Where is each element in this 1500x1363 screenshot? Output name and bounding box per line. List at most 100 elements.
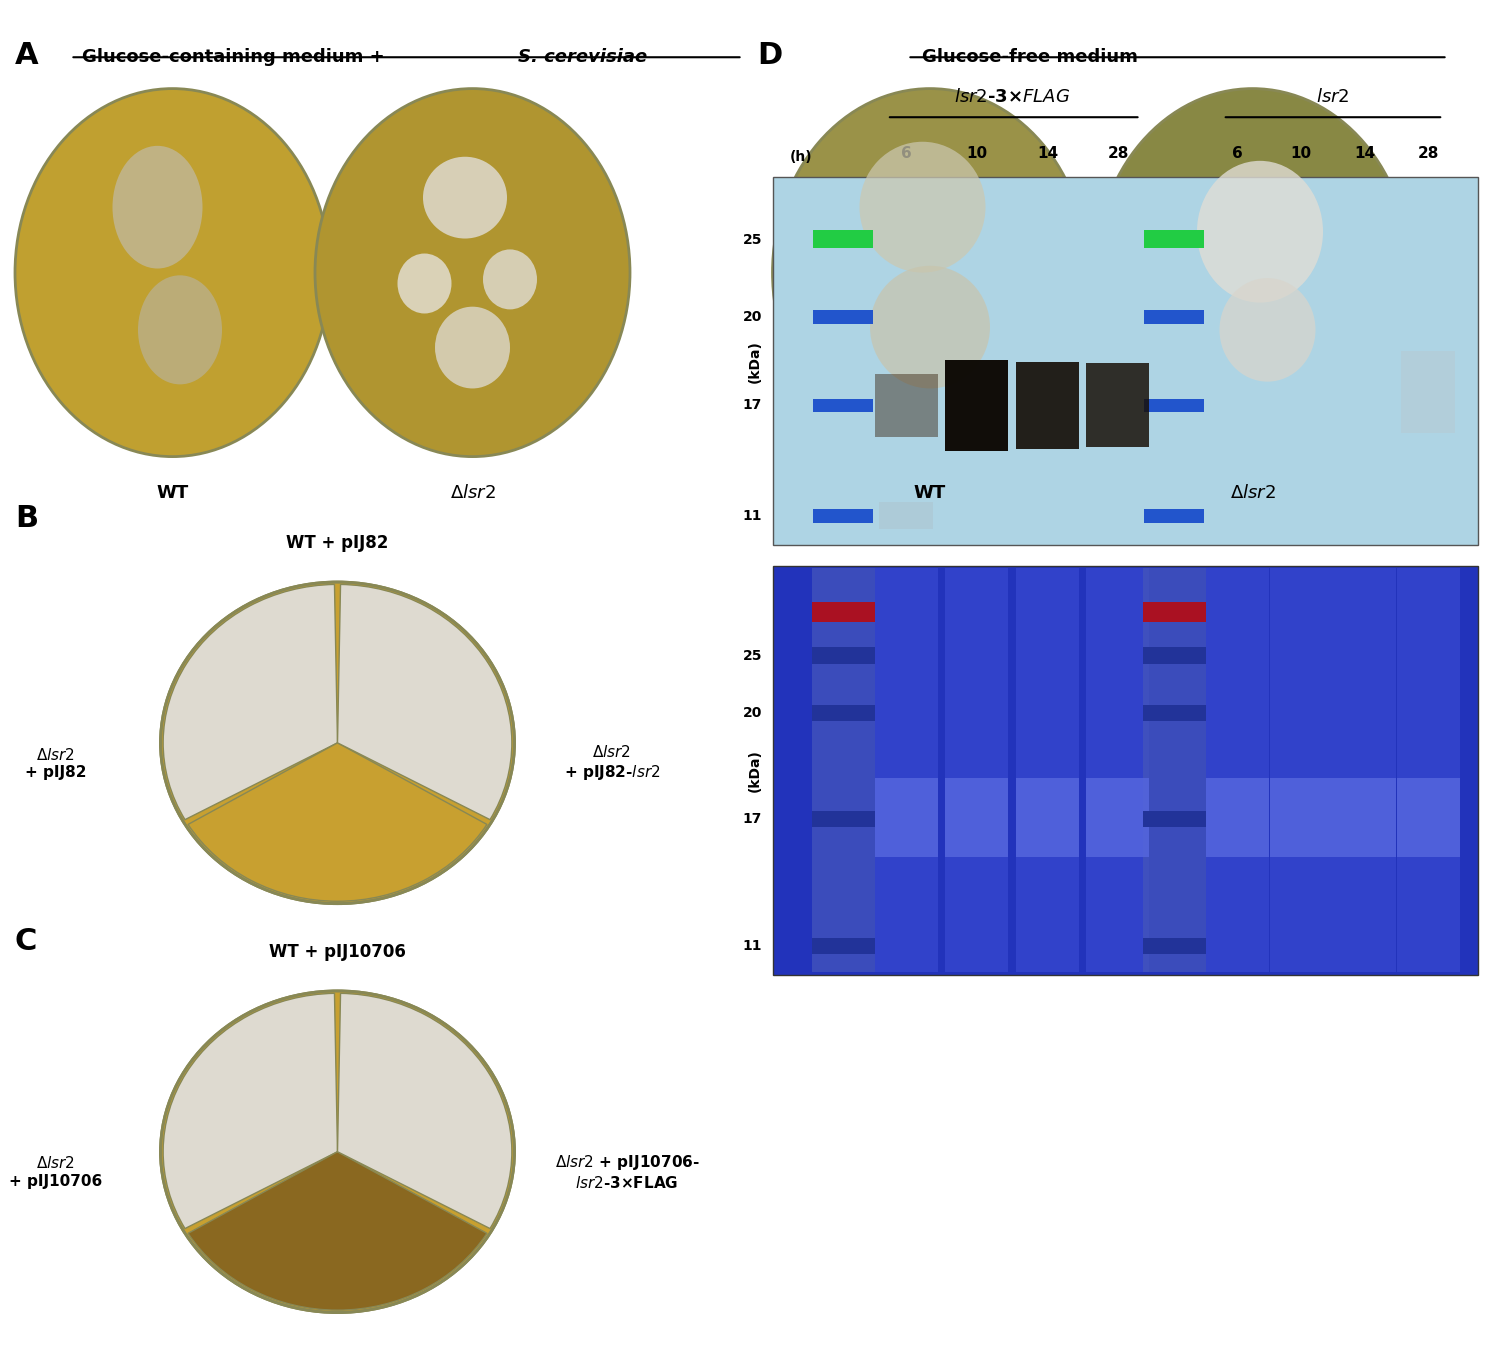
Bar (1143, 647, 1206, 664)
Text: $\mathit{\Delta lsr2}$: $\mathit{\Delta lsr2}$ (450, 484, 495, 502)
Text: 28: 28 (1418, 146, 1438, 161)
Bar (813, 508, 873, 522)
Text: 10: 10 (966, 146, 987, 161)
Text: WT: WT (914, 484, 946, 502)
Bar (812, 568, 874, 972)
Circle shape (160, 582, 514, 904)
Bar (812, 647, 874, 664)
Text: S. cerevisiae: S. cerevisiae (518, 48, 646, 65)
Bar (874, 568, 938, 972)
Wedge shape (338, 994, 512, 1228)
Text: D: D (758, 41, 783, 70)
Text: $\mathit{lsr2}$: $\mathit{lsr2}$ (1316, 89, 1350, 106)
Wedge shape (164, 994, 338, 1228)
Wedge shape (188, 1152, 488, 1310)
Ellipse shape (398, 254, 451, 313)
Circle shape (160, 991, 514, 1313)
Bar (1143, 705, 1206, 721)
Text: A: A (15, 41, 39, 70)
Bar (1401, 350, 1455, 432)
Ellipse shape (870, 266, 990, 388)
Bar (812, 938, 874, 954)
Text: (kDa): (kDa) (748, 339, 762, 383)
Text: WT + pIJ82: WT + pIJ82 (286, 534, 388, 552)
Text: 6: 6 (1233, 146, 1244, 161)
Bar (1144, 508, 1204, 522)
Bar (1086, 778, 1149, 857)
Bar (1396, 568, 1460, 972)
Text: Glucose-containing medium +: Glucose-containing medium + (82, 48, 392, 65)
Bar (1206, 778, 1269, 857)
Text: (h): (h) (789, 150, 812, 164)
Text: 17: 17 (742, 398, 762, 413)
Wedge shape (338, 585, 512, 819)
Bar (945, 360, 1008, 451)
Bar (1016, 778, 1078, 857)
Ellipse shape (15, 89, 330, 457)
Text: Glucose-free medium: Glucose-free medium (922, 48, 1138, 65)
Bar (813, 398, 873, 412)
Bar (874, 778, 938, 857)
Ellipse shape (435, 307, 510, 388)
Text: WT + pIJ10706: WT + pIJ10706 (268, 943, 406, 961)
Bar (1144, 230, 1204, 248)
Text: 25: 25 (742, 233, 762, 247)
Bar (812, 705, 874, 721)
Bar (813, 311, 873, 324)
Bar (879, 502, 933, 529)
Wedge shape (164, 585, 338, 819)
Text: 14: 14 (1036, 146, 1058, 161)
Ellipse shape (112, 146, 202, 269)
Text: 17: 17 (742, 812, 762, 826)
Bar (945, 778, 1008, 857)
Bar (1016, 361, 1078, 448)
Text: 6: 6 (902, 146, 912, 161)
Text: B: B (15, 504, 38, 533)
Text: 11: 11 (742, 939, 762, 953)
Text: $\mathit{lsr2}$-3×$\mathit{FLAG}$: $\mathit{lsr2}$-3×$\mathit{FLAG}$ (954, 89, 1070, 106)
Bar (812, 602, 874, 622)
Text: 28: 28 (1107, 146, 1128, 161)
Bar (1396, 778, 1460, 857)
Ellipse shape (483, 249, 537, 309)
Ellipse shape (1197, 161, 1323, 303)
Bar (772, 566, 1478, 975)
Bar (1334, 778, 1396, 857)
Bar (1144, 398, 1204, 412)
Text: $\mathit{\Delta lsr2}$
+ pIJ82: $\mathit{\Delta lsr2}$ + pIJ82 (26, 747, 86, 780)
Text: 11: 11 (742, 508, 762, 523)
Bar (945, 568, 1008, 972)
Bar (813, 230, 873, 248)
Text: 10: 10 (1290, 146, 1312, 161)
Text: WT: WT (156, 484, 189, 502)
Text: 14: 14 (1354, 146, 1376, 161)
Text: $\mathit{\Delta lsr2}$
+ pIJ10706: $\mathit{\Delta lsr2}$ + pIJ10706 (9, 1156, 102, 1189)
Wedge shape (188, 743, 488, 901)
Text: $\mathit{\Delta lsr2}$: $\mathit{\Delta lsr2}$ (1230, 484, 1275, 502)
Text: C: C (15, 927, 38, 955)
Bar (1144, 311, 1204, 324)
Text: $\mathit{\Delta lsr2}$
+ pIJ82-$\mathit{lsr2}$: $\mathit{\Delta lsr2}$ + pIJ82-$\mathit{… (564, 744, 660, 782)
Text: $\mathit{\Delta lsr2}$ + pIJ10706-
$\mathit{lsr2}$-3×FLAG: $\mathit{\Delta lsr2}$ + pIJ10706- $\mat… (555, 1153, 699, 1191)
Ellipse shape (859, 142, 986, 273)
Bar (1206, 568, 1269, 972)
Bar (1016, 568, 1078, 972)
Text: 20: 20 (742, 706, 762, 720)
Ellipse shape (315, 89, 630, 457)
Bar (1143, 938, 1206, 954)
Ellipse shape (138, 275, 222, 384)
Text: 25: 25 (742, 649, 762, 662)
Bar (812, 811, 874, 827)
Bar (1086, 364, 1149, 447)
Ellipse shape (772, 89, 1088, 457)
Ellipse shape (1220, 278, 1316, 382)
Text: (kDa): (kDa) (748, 748, 762, 792)
Bar (772, 177, 1478, 545)
Text: 20: 20 (742, 309, 762, 324)
Bar (1143, 568, 1206, 972)
Bar (1086, 568, 1149, 972)
Bar (874, 373, 938, 436)
Bar (1269, 568, 1332, 972)
Bar (1143, 602, 1206, 622)
Ellipse shape (1095, 89, 1410, 457)
